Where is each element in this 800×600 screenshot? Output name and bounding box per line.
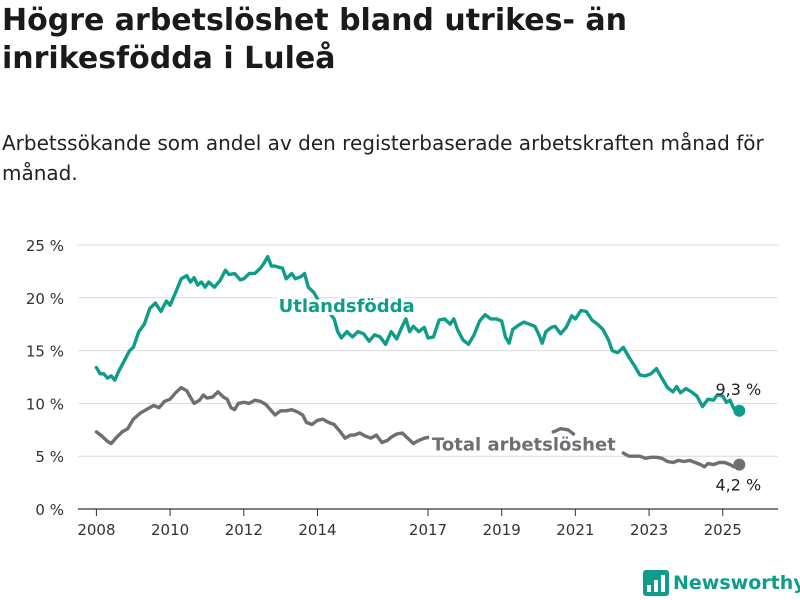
brand-logo: Newsworthy bbox=[643, 568, 800, 598]
series-line-total bbox=[94, 385, 432, 446]
end-label-utlandsfodda: 9,3 % bbox=[715, 380, 761, 399]
y-tick-label: 10 % bbox=[26, 395, 64, 413]
x-tick-label: 2023 bbox=[630, 521, 668, 539]
chart-subtitle: Arbetssökande som andel av den registerb… bbox=[2, 131, 764, 185]
y-tick-label: 20 % bbox=[26, 290, 64, 308]
x-tick-label: 2025 bbox=[704, 521, 742, 539]
y-tick-label: 5 % bbox=[35, 448, 64, 466]
y-tick-label: 15 % bbox=[26, 343, 64, 361]
x-tick-label: 2010 bbox=[151, 521, 189, 539]
x-tick-label: 2017 bbox=[409, 521, 447, 539]
x-tick-label: 2008 bbox=[77, 521, 115, 539]
x-tick-label: 2021 bbox=[556, 521, 594, 539]
series-label-total: Total arbetslöshet bbox=[432, 435, 616, 456]
x-tick-label: 2012 bbox=[225, 521, 263, 539]
series-label-utlandsfodda: Utlandsfödda bbox=[279, 296, 415, 317]
y-tick-label: 0 % bbox=[35, 501, 64, 519]
end-point-utlandsfodda bbox=[733, 404, 746, 417]
chart-title: Högre arbetslöshet bland utrikes- än inr… bbox=[2, 3, 627, 76]
x-tick-label: 2014 bbox=[298, 521, 336, 539]
end-label-total: 4,2 % bbox=[715, 476, 761, 495]
end-point-total bbox=[733, 458, 746, 471]
series-line-utlandsfodda bbox=[94, 254, 741, 413]
x-tick-label: 2019 bbox=[483, 521, 521, 539]
series-line-total-segment bbox=[551, 427, 576, 436]
newsworthy-logo-icon bbox=[643, 570, 669, 596]
series-line-total-segment bbox=[621, 451, 741, 469]
y-tick-label: 25 % bbox=[26, 237, 64, 255]
brand-name: Newsworthy bbox=[673, 572, 800, 594]
